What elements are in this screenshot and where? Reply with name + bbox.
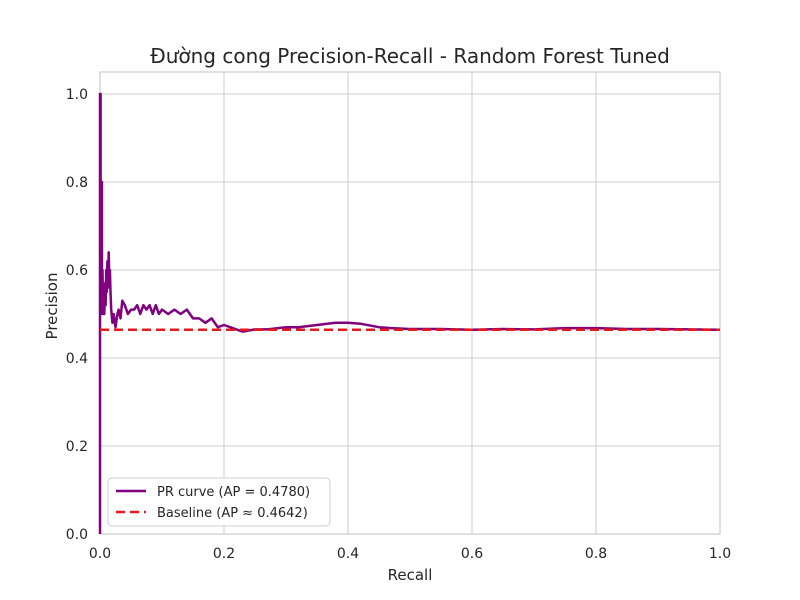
x-axis-label: Recall: [388, 566, 433, 584]
tick-layer: 0.0 0.2 0.4 0.6 0.8 1.0 0.0 0.2 0.4 0.6 0.8 1.0: [66, 87, 731, 562]
grid: [99, 71, 721, 535]
x-tick-label: 0.6: [461, 546, 483, 562]
series-layer: [98, 92, 721, 534]
y-tick-label: 1.0: [66, 87, 88, 103]
chart-title: Đường cong Precision-Recall - Random For…: [150, 44, 670, 68]
y-tick-label: 0.8: [66, 175, 88, 191]
legend: PR curve (AP = 0.4780) Baseline (AP ≈ 0.4…: [107, 477, 331, 527]
y-axis-label: Precision: [43, 273, 61, 340]
y-tick-label: 0.6: [66, 263, 88, 279]
y-tick-label: 0.2: [66, 439, 88, 455]
x-tick-label: 1.0: [709, 546, 731, 562]
legend-box: [107, 477, 331, 527]
plot-area: [99, 71, 721, 535]
pr-curve-line: [98, 92, 721, 534]
legend-label: PR curve (AP = 0.4780): [157, 485, 310, 500]
y-tick-label: 0.0: [66, 527, 88, 543]
x-tick-label: 0.0: [89, 546, 111, 562]
y-tick-label: 0.4: [66, 351, 88, 367]
x-tick-label: 0.4: [337, 546, 359, 562]
legend-label: Baseline (AP ≈ 0.4642): [157, 506, 308, 521]
x-tick-label: 0.8: [585, 546, 607, 562]
x-tick-label: 0.2: [213, 546, 235, 562]
